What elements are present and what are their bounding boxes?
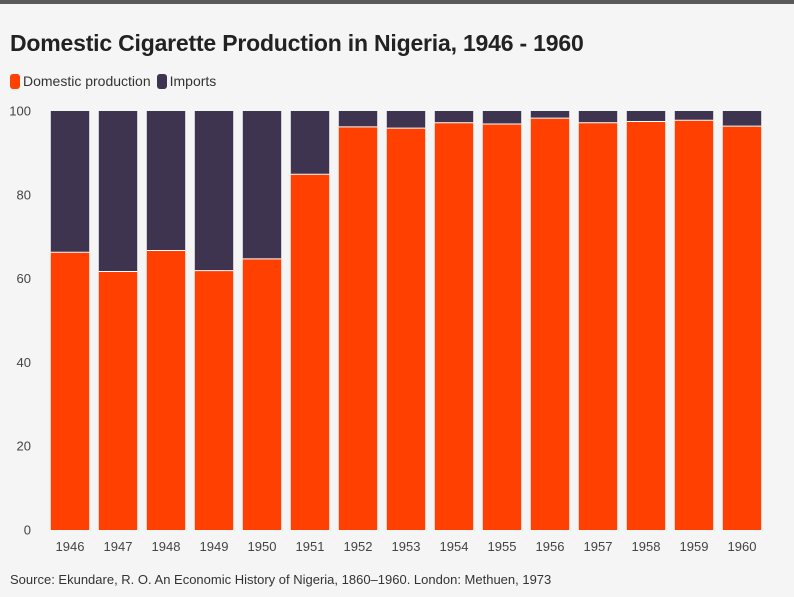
x-tick-label: 1949 bbox=[200, 539, 229, 554]
bar-domestic-1960 bbox=[722, 126, 762, 530]
bar-domestic-1952 bbox=[338, 126, 378, 531]
x-tick-label: 1959 bbox=[680, 539, 709, 554]
bar-imports-1957 bbox=[578, 111, 618, 123]
chart-title: Domestic Cigarette Production in Nigeria… bbox=[10, 30, 584, 56]
legend-item-domestic[interactable]: Domestic production bbox=[10, 73, 151, 89]
bar-imports-1950 bbox=[242, 111, 282, 259]
x-tick-label: 1952 bbox=[344, 539, 373, 554]
bar-imports-1956 bbox=[530, 111, 570, 119]
x-tick-label: 1946 bbox=[56, 539, 85, 554]
bar-imports-1958 bbox=[626, 111, 666, 122]
y-tick-label: 0 bbox=[24, 523, 31, 538]
bar-domestic-1958 bbox=[626, 121, 666, 531]
bar-domestic-1950 bbox=[242, 258, 282, 530]
bar-domestic-1948 bbox=[146, 250, 186, 530]
y-tick-label: 20 bbox=[17, 439, 31, 454]
bar-imports-1955 bbox=[482, 111, 522, 124]
legend-swatch-domestic bbox=[10, 73, 20, 89]
x-tick-label: 1957 bbox=[584, 539, 613, 554]
x-tick-label: 1948 bbox=[152, 539, 181, 554]
bar-imports-1951 bbox=[290, 111, 330, 175]
stacked-bar-chart: 0 20 40 60 80 100 1946 1947 1948 1949 1950 1951 1952… bbox=[9, 104, 762, 554]
y-tick-label: 80 bbox=[17, 187, 31, 202]
bar-domestic-1955 bbox=[482, 123, 522, 531]
bar-imports-1952 bbox=[338, 111, 378, 127]
bar-domestic-1947 bbox=[98, 271, 138, 530]
legend: Domestic production Imports bbox=[10, 72, 222, 90]
bar-domestic-1951 bbox=[290, 174, 330, 530]
bar-imports-1946 bbox=[50, 111, 90, 253]
bar-imports-1959 bbox=[674, 111, 714, 121]
bar-domestic-1946 bbox=[50, 252, 90, 530]
x-tick-label: 1955 bbox=[488, 539, 517, 554]
bar-imports-1960 bbox=[722, 111, 762, 127]
bar-domestic-1956 bbox=[530, 118, 570, 531]
source-note: Source: Ekundare, R. O. An Economic Hist… bbox=[10, 572, 552, 587]
x-tick-label: 1960 bbox=[728, 539, 757, 554]
x-tick-label: 1953 bbox=[392, 539, 421, 554]
bar-imports-1947 bbox=[98, 111, 138, 272]
bar-domestic-1949 bbox=[194, 270, 234, 530]
legend-label-domestic: Domestic production bbox=[23, 73, 151, 89]
bar-imports-1953 bbox=[386, 111, 426, 129]
y-tick-label: 40 bbox=[17, 355, 31, 370]
x-tick-label: 1950 bbox=[248, 539, 277, 554]
x-tick-label: 1947 bbox=[104, 539, 133, 554]
x-tick-label: 1956 bbox=[536, 539, 565, 554]
legend-item-imports[interactable]: Imports bbox=[156, 73, 217, 89]
bar-domestic-1953 bbox=[386, 128, 426, 530]
legend-label-imports: Imports bbox=[169, 73, 217, 89]
bar-domestic-1959 bbox=[674, 120, 714, 530]
bar-domestic-1954 bbox=[434, 122, 474, 531]
legend-swatch-imports bbox=[156, 73, 167, 89]
x-tick-label: 1958 bbox=[632, 539, 661, 554]
bar-imports-1954 bbox=[434, 111, 474, 123]
y-tick-label: 100 bbox=[9, 104, 31, 119]
x-tick-label: 1951 bbox=[296, 539, 325, 554]
bar-imports-1949 bbox=[194, 111, 234, 271]
bar-domestic-1957 bbox=[578, 122, 618, 531]
top-border bbox=[0, 0, 794, 4]
bar-imports-1948 bbox=[146, 111, 186, 251]
x-tick-label: 1954 bbox=[440, 539, 469, 554]
y-tick-label: 60 bbox=[17, 271, 31, 286]
